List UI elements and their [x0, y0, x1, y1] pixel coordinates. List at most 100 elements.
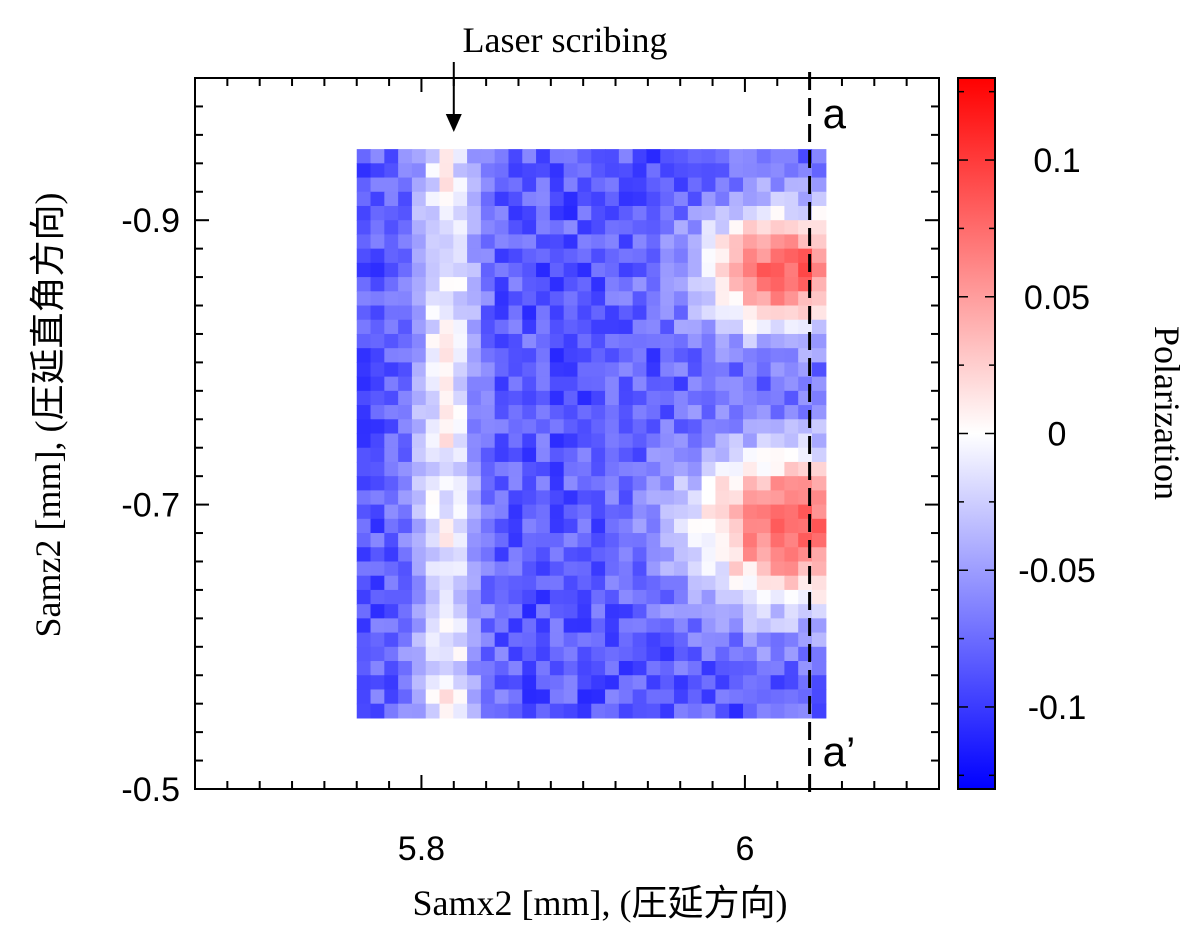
heatmap-cell: [577, 575, 592, 591]
heatmap-cell: [674, 618, 689, 634]
heatmap-cell: [453, 277, 468, 292]
heatmap-cell: [646, 248, 661, 264]
heatmap-cell: [398, 205, 413, 221]
heatmap-cell: [494, 405, 510, 420]
heatmap-cell: [729, 205, 744, 221]
heatmap-cell: [591, 604, 606, 619]
heatmap-cell: [453, 561, 468, 577]
heatmap-cell: [577, 405, 592, 420]
heatmap-cell: [715, 575, 730, 591]
heatmap-cell: [536, 447, 551, 463]
heatmap-cell: [536, 661, 551, 676]
heatmap-cell: [646, 661, 661, 676]
heatmap-cell: [439, 362, 454, 378]
heatmap-cell: [508, 191, 523, 207]
heatmap-cell: [494, 703, 510, 719]
heatmap-cell: [646, 575, 661, 591]
heatmap-cell: [398, 476, 413, 491]
heatmap-cell: [508, 561, 523, 577]
heatmap-cell: [674, 461, 689, 477]
heatmap-cell: [356, 191, 372, 207]
heatmap-cell: [715, 234, 730, 250]
heatmap-cell: [660, 575, 675, 591]
heatmap-cell: [591, 248, 606, 264]
heatmap-cell: [384, 561, 399, 577]
heatmap-cell: [811, 333, 827, 349]
heatmap-cell: [549, 220, 565, 236]
y-tick-label: -0.7: [121, 487, 180, 525]
colorbar-tick-label: 0.1: [1033, 142, 1080, 180]
heatmap-cell: [729, 191, 744, 207]
heatmap-cell: [536, 575, 551, 591]
heatmap-cell: [674, 632, 689, 648]
heatmap-cell: [480, 348, 496, 363]
heatmap-cell: [563, 149, 579, 164]
heatmap-cell: [453, 689, 468, 705]
heatmap-cell: [536, 561, 551, 577]
heatmap-cell: [439, 618, 454, 634]
heatmap-cell: [743, 305, 758, 321]
heatmap-cell: [756, 376, 772, 392]
heatmap-cell: [549, 433, 565, 449]
heatmap-cell: [701, 362, 717, 378]
heatmap-cell: [536, 262, 551, 278]
heatmap-cell: [439, 490, 454, 506]
heatmap-cell: [411, 461, 427, 477]
heatmap-cell: [425, 575, 441, 591]
heatmap-cell: [632, 646, 648, 662]
heatmap-cell: [784, 277, 799, 292]
heatmap-cell: [549, 461, 565, 477]
heatmap-cell: [411, 333, 427, 349]
heatmap-cell: [467, 149, 482, 164]
heatmap-cell: [618, 575, 634, 591]
heatmap-cell: [715, 675, 730, 691]
heatmap-cell: [370, 533, 385, 548]
heatmap-cell: [439, 149, 454, 164]
heatmap-cell: [398, 675, 413, 691]
heatmap-cell: [770, 447, 785, 463]
heatmap-cell: [743, 646, 758, 662]
heatmap-cell: [384, 589, 399, 605]
heatmap-cell: [632, 433, 648, 449]
heatmap-cell: [522, 675, 537, 691]
heatmap-cell: [563, 490, 579, 506]
heatmap-cell: [687, 262, 703, 278]
heatmap-cell: [811, 405, 827, 420]
heatmap-cell: [480, 234, 496, 250]
heatmap-cell: [384, 461, 399, 477]
heatmap-cell: [411, 291, 427, 307]
heatmap-cell: [605, 461, 620, 477]
heatmap-cell: [674, 262, 689, 278]
heatmap-cell: [577, 234, 592, 250]
heatmap-cell: [356, 618, 372, 634]
heatmap-cell: [591, 419, 606, 435]
heatmap-cell: [715, 277, 730, 292]
heatmap-cell: [480, 547, 496, 563]
heatmap-cell: [563, 262, 579, 278]
heatmap-cell: [632, 177, 648, 193]
heatmap-cell: [577, 163, 592, 179]
heatmap-cell: [743, 177, 758, 193]
heatmap-cell: [425, 547, 441, 563]
heatmap-cell: [467, 191, 482, 207]
heatmap-cell: [687, 149, 703, 164]
heatmap-cell: [536, 220, 551, 236]
heatmap-cell: [701, 248, 717, 264]
x-axis-ticks: 5.8 6: [194, 78, 908, 868]
heatmap-cell: [577, 632, 592, 648]
heatmap-cell: [743, 405, 758, 420]
heatmap-cell: [522, 248, 537, 264]
heatmap-cell: [536, 604, 551, 619]
heatmap-cell: [508, 533, 523, 548]
heatmap-cell: [756, 305, 772, 321]
heatmap-cell: [756, 277, 772, 292]
heatmap-cell: [687, 632, 703, 648]
heatmap-cell: [356, 533, 372, 548]
heatmap-cell: [398, 646, 413, 662]
heatmap-cell: [715, 518, 730, 534]
heatmap-cell: [453, 533, 468, 548]
heatmap-cell: [701, 575, 717, 591]
heatmap-cell: [784, 533, 799, 548]
heatmap-cell: [439, 248, 454, 264]
cut-line-top-label: a: [823, 90, 847, 137]
